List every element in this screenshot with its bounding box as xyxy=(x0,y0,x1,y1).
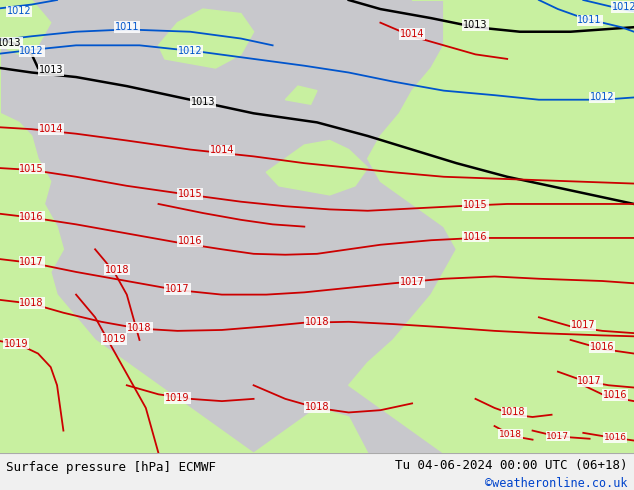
Text: 1018: 1018 xyxy=(499,430,522,439)
Text: 1018: 1018 xyxy=(105,265,129,275)
Text: 1018: 1018 xyxy=(20,298,44,308)
Polygon shape xyxy=(349,0,634,453)
Text: Surface pressure [hPa] ECMWF: Surface pressure [hPa] ECMWF xyxy=(6,461,216,474)
Text: 1016: 1016 xyxy=(604,433,626,442)
Text: 1013: 1013 xyxy=(191,97,215,107)
Text: 1014: 1014 xyxy=(210,146,234,155)
Polygon shape xyxy=(285,86,317,104)
Polygon shape xyxy=(158,9,254,68)
Text: 1015: 1015 xyxy=(178,189,202,199)
Text: 1018: 1018 xyxy=(127,323,152,333)
Text: 1013: 1013 xyxy=(0,38,22,48)
Text: 1017: 1017 xyxy=(400,277,424,287)
Text: Tu 04-06-2024 00:00 UTC (06+18): Tu 04-06-2024 00:00 UTC (06+18) xyxy=(395,459,628,471)
Text: 1012: 1012 xyxy=(178,46,202,56)
Text: 1012: 1012 xyxy=(590,93,614,102)
Text: 1017: 1017 xyxy=(578,376,602,386)
Text: 1016: 1016 xyxy=(178,236,202,246)
Text: 1013: 1013 xyxy=(39,65,63,75)
Text: 1019: 1019 xyxy=(4,339,28,348)
Text: 1012: 1012 xyxy=(612,2,634,12)
Text: 1018: 1018 xyxy=(305,317,329,327)
Text: 1019: 1019 xyxy=(102,334,126,344)
Text: 1015: 1015 xyxy=(463,200,488,210)
Text: 1016: 1016 xyxy=(590,342,614,352)
Polygon shape xyxy=(476,0,634,136)
Text: 1019: 1019 xyxy=(165,393,190,403)
Polygon shape xyxy=(507,326,621,399)
Text: 1017: 1017 xyxy=(571,320,595,330)
Text: 1011: 1011 xyxy=(115,22,139,32)
Polygon shape xyxy=(266,141,368,195)
Polygon shape xyxy=(254,408,368,453)
Text: 1015: 1015 xyxy=(20,164,44,173)
Text: 1017: 1017 xyxy=(20,257,44,267)
Text: 1014: 1014 xyxy=(39,124,63,134)
Polygon shape xyxy=(0,0,254,453)
Polygon shape xyxy=(0,0,51,54)
Text: 1016: 1016 xyxy=(463,232,488,242)
Text: 1013: 1013 xyxy=(463,20,488,30)
Text: ©weatheronline.co.uk: ©weatheronline.co.uk xyxy=(485,477,628,490)
Text: 1012: 1012 xyxy=(20,46,44,56)
Text: 1017: 1017 xyxy=(547,432,569,441)
Text: 1018: 1018 xyxy=(501,408,526,417)
Text: 1017: 1017 xyxy=(165,284,190,294)
Text: 1016: 1016 xyxy=(603,390,627,400)
Text: 1012: 1012 xyxy=(7,6,31,16)
Text: 1018: 1018 xyxy=(305,402,329,412)
Text: 1016: 1016 xyxy=(20,212,44,221)
Text: 1011: 1011 xyxy=(578,15,602,25)
Text: 1014: 1014 xyxy=(400,29,424,39)
